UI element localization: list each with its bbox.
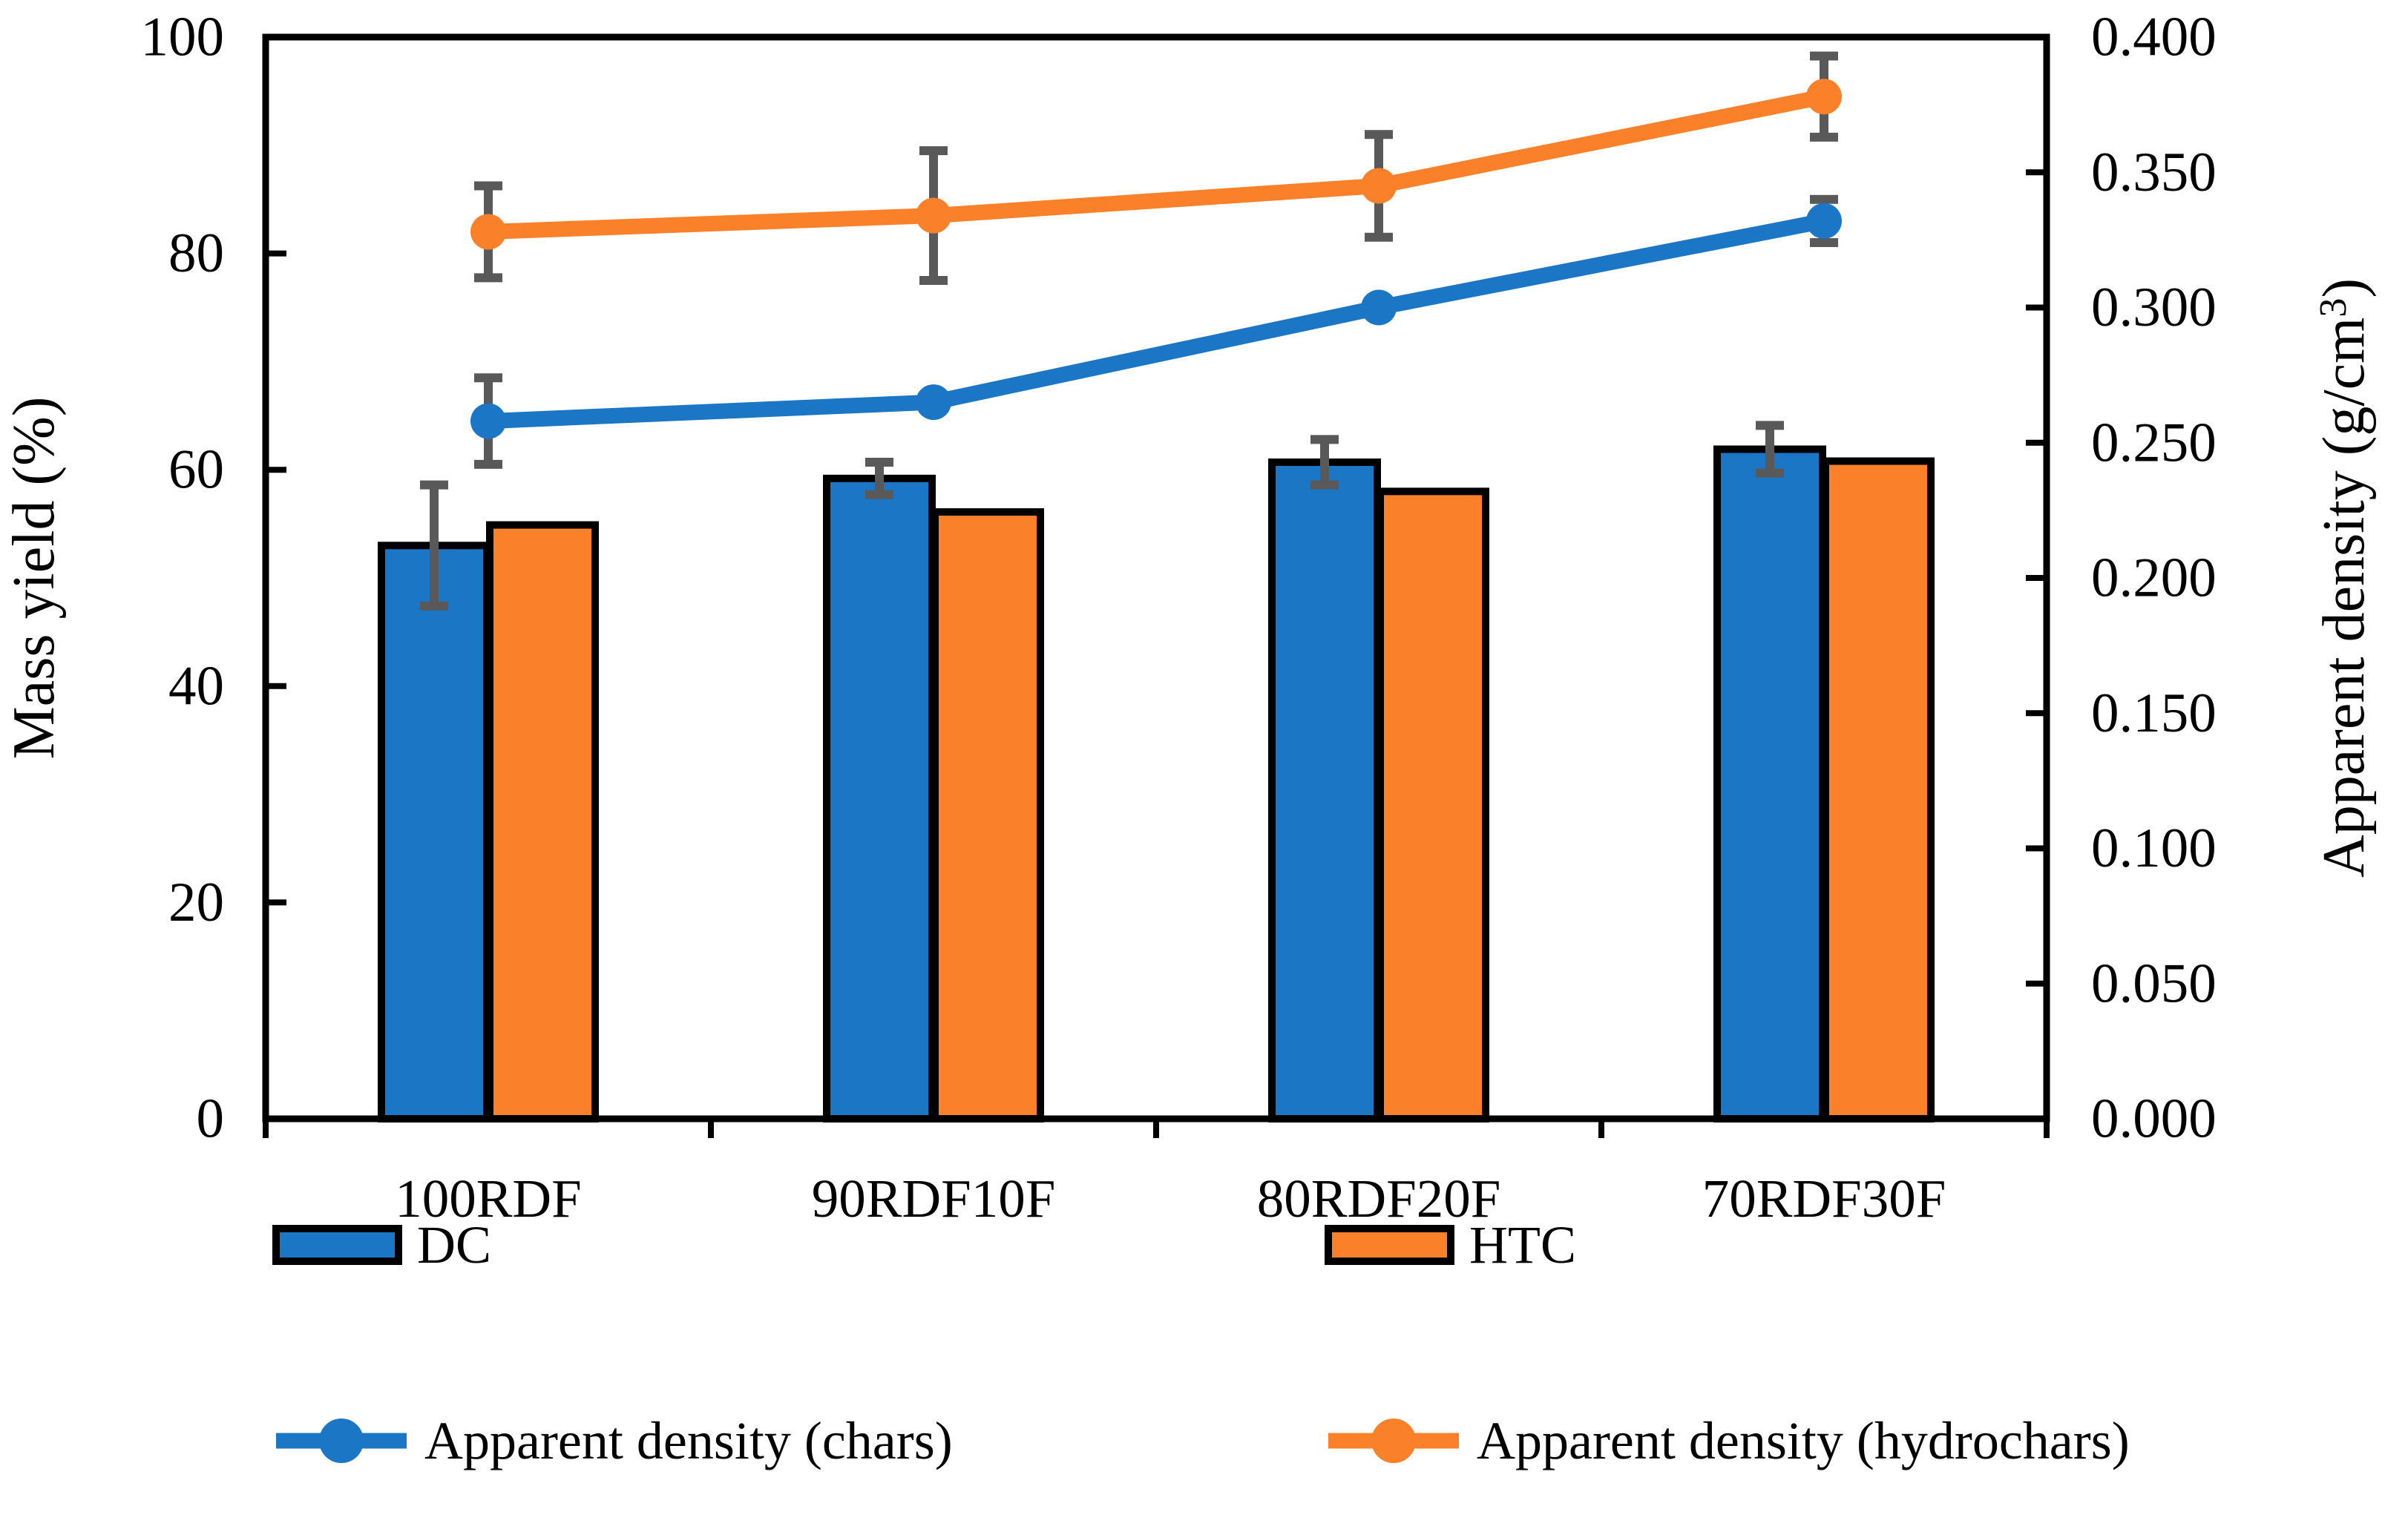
- bar-dc-80RDF20F: [1268, 458, 1381, 1123]
- legend-label-density-hydrochars: Apparent density (hydrochars): [1477, 1411, 2130, 1470]
- right-axis-title-post: ): [2312, 278, 2377, 298]
- bar-dc-90RDF10F: [823, 474, 936, 1123]
- left-tick-label: 100: [141, 7, 225, 68]
- legend-marker-apparent-density-hydrochars-: [1371, 1419, 1416, 1463]
- category-label-80RDF20F: 80RDF20F: [1257, 1168, 1501, 1229]
- legend-label-dc: DC: [417, 1215, 491, 1275]
- right-tick-label: 0.200: [2091, 548, 2217, 609]
- left-tick-label: 60: [168, 439, 224, 501]
- plot-layer: 100 80 60 40 20 0 0.400 0.350 0.300 0.250 0.200 0.1…: [141, 7, 2217, 1463]
- line-apparent-density-chars-: [488, 213, 1826, 430]
- right-tick-label: 0.300: [2091, 277, 2217, 338]
- marker-apparent-density-hydrochars--70RDF30F: [1806, 79, 1842, 115]
- bar-dc-100RDF: [378, 542, 491, 1123]
- left-axis-title: Mass yield (%): [1, 397, 67, 760]
- marker-apparent-density-hydrochars--90RDF10F: [916, 197, 951, 234]
- left-tick-label: 80: [168, 223, 224, 284]
- marker-apparent-density-chars--90RDF10F: [916, 384, 951, 421]
- right-tick-label: 0.100: [2091, 818, 2217, 879]
- category-label-70RDF30F: 70RDF30F: [1702, 1168, 1946, 1229]
- bar-htc-100RDF: [486, 521, 599, 1123]
- right-axis-title-sup: 3: [2312, 298, 2355, 318]
- left-tick-label: 20: [168, 872, 224, 933]
- marker-apparent-density-chars--80RDF20F: [1361, 289, 1397, 326]
- left-tick-label: 40: [168, 655, 224, 717]
- bar-htc-70RDF30F: [1822, 457, 1935, 1123]
- marker-apparent-density-hydrochars--80RDF20F: [1361, 168, 1397, 204]
- marker-apparent-density-hydrochars--100RDF: [470, 214, 506, 250]
- bar-dc-70RDF30F: [1713, 445, 1826, 1123]
- legend-label-density-chars: Apparent density (chars): [424, 1411, 953, 1470]
- bar-htc-80RDF20F: [1377, 487, 1489, 1123]
- right-tick-label: 0.150: [2091, 683, 2217, 744]
- right-tick-label: 0.400: [2091, 7, 2217, 68]
- right-tick-label: 0.050: [2091, 953, 2217, 1014]
- legend: DC HTC Apparent density (chars) Apparent…: [417, 1215, 2130, 1470]
- marker-apparent-density-chars--100RDF: [470, 403, 506, 439]
- category-label-90RDF10F: 90RDF10F: [812, 1168, 1056, 1229]
- legend-label-htc: HTC: [1469, 1215, 1576, 1275]
- right-axis-title-pre: Apparent density (g/cm: [2312, 318, 2377, 878]
- marker-apparent-density-chars--70RDF30F: [1806, 203, 1842, 239]
- bar-htc-90RDF10F: [931, 508, 1044, 1123]
- legend-swatch-dc: [272, 1225, 402, 1265]
- line-apparent-density-hydrochars-: [488, 88, 1826, 240]
- category-label-100RDF: 100RDF: [395, 1168, 582, 1229]
- left-tick-label: 0: [197, 1088, 225, 1150]
- right-tick-label: 0.250: [2091, 412, 2217, 473]
- legend-marker-apparent-density-chars-: [319, 1419, 364, 1463]
- right-tick-label: 0.000: [2091, 1088, 2217, 1150]
- legend-swatch-htc: [1325, 1225, 1454, 1265]
- right-tick-label: 0.350: [2091, 142, 2217, 203]
- right-axis-title: Apparent density (g/cm3): [2312, 278, 2377, 878]
